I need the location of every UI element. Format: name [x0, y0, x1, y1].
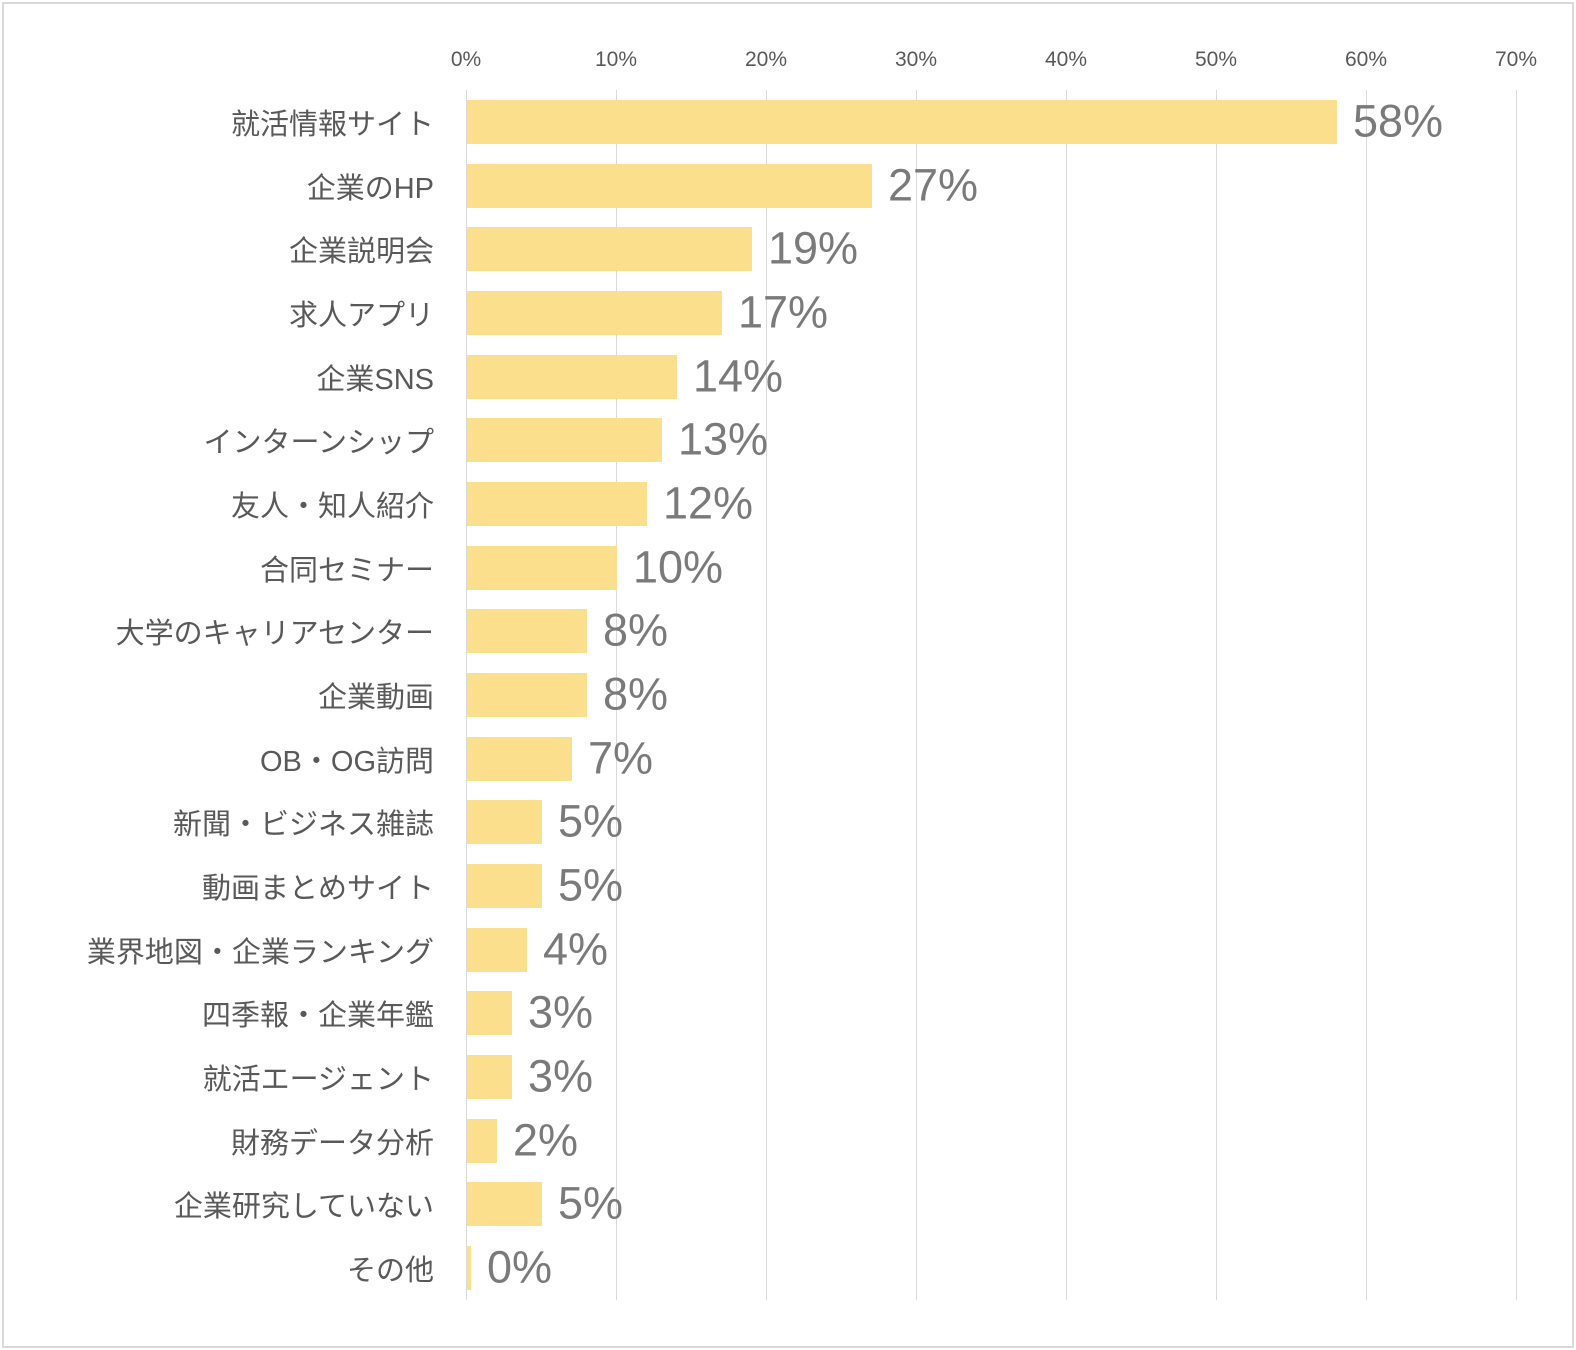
bar	[467, 163, 872, 208]
category-label: インターンシップ	[203, 427, 434, 460]
category-label: 就活情報サイト	[230, 108, 434, 141]
bar-row: 動画まとめサイト 5%	[0, 854, 1576, 918]
bar-row: 企業研究していない 5%	[0, 1173, 1576, 1237]
bar-row: その他 0%	[0, 1236, 1576, 1300]
x-axis-tick-label: 10%	[594, 48, 638, 71]
value-label: 14%	[693, 350, 784, 402]
bar	[467, 1118, 497, 1163]
bar-row: 財務データ分析 2%	[0, 1109, 1576, 1173]
bar-row: 四季報・企業年鑑 3%	[0, 982, 1576, 1046]
value-label: 8%	[603, 604, 669, 656]
gridline	[766, 90, 767, 1300]
category-label: 企業のHP	[306, 172, 434, 205]
gridline	[1066, 90, 1067, 1300]
value-label: 7%	[588, 732, 654, 784]
bar-row: 企業SNS 14%	[0, 345, 1576, 409]
bar-row: 就活エージェント 3%	[0, 1045, 1576, 1109]
value-label: 27%	[888, 159, 979, 211]
category-label: 就活エージェント	[202, 1064, 434, 1097]
value-label: 58%	[1353, 95, 1444, 147]
bar-row: 合同セミナー 10%	[0, 536, 1576, 600]
category-label: 企業説明会	[288, 236, 434, 269]
value-label: 19%	[768, 222, 859, 274]
bar-row: 業界地図・企業ランキング 4%	[0, 918, 1576, 982]
category-label: 財務データ分析	[230, 1127, 434, 1160]
value-label: 10%	[633, 541, 724, 593]
value-label: 5%	[558, 795, 624, 847]
bar	[467, 418, 662, 463]
value-label: 3%	[528, 987, 594, 1039]
x-axis-tick-label: 0%	[450, 48, 482, 71]
bar	[467, 800, 542, 845]
value-label: 0%	[487, 1241, 553, 1293]
category-label: 企業研究していない	[173, 1191, 434, 1224]
bar	[467, 1055, 512, 1100]
x-axis-tick-label: 30%	[894, 48, 938, 71]
category-label: 合同セミナー	[259, 554, 434, 587]
category-label: 求人アプリ	[288, 299, 434, 332]
bar-rows: 就活情報サイト 58% 企業のHP 27% 企業説明会 19% 求人アプリ 17% 企業SNS 1…	[0, 90, 1576, 1300]
bar-row: 企業のHP 27%	[0, 154, 1576, 218]
category-label: 新聞・ビジネス雑誌	[172, 809, 434, 842]
gridline	[916, 90, 917, 1300]
bar	[467, 227, 752, 272]
bar	[467, 99, 1337, 144]
plot-area	[466, 90, 1517, 1300]
bar	[467, 736, 572, 781]
value-label: 13%	[678, 413, 769, 465]
bar	[467, 864, 542, 909]
x-axis-tick-label: 50%	[1194, 48, 1238, 71]
bar	[467, 609, 587, 654]
gridline	[1216, 90, 1217, 1300]
gridline	[1516, 90, 1517, 1300]
gridline	[466, 90, 467, 1300]
bar	[467, 1246, 471, 1291]
bar-row: 友人・知人紹介 12%	[0, 472, 1576, 536]
x-axis-tick-label: 60%	[1344, 48, 1388, 71]
category-label: 企業動画	[317, 681, 434, 714]
value-label: 4%	[543, 923, 609, 975]
category-label: 企業SNS	[316, 363, 434, 396]
bar-row: 求人アプリ 17%	[0, 281, 1576, 345]
x-axis-tick-label: 20%	[744, 48, 788, 71]
category-label: 業界地図・企業ランキング	[86, 936, 434, 969]
bar	[467, 481, 647, 526]
value-label: 17%	[738, 286, 829, 338]
bar-row: インターンシップ 13%	[0, 408, 1576, 472]
x-axis-tick-label: 70%	[1494, 48, 1538, 71]
value-label: 5%	[558, 859, 624, 911]
gridline	[616, 90, 617, 1300]
bar-row: 企業説明会 19%	[0, 217, 1576, 281]
bar	[467, 927, 527, 972]
bar-row: 企業動画 8%	[0, 663, 1576, 727]
category-label: その他	[346, 1255, 434, 1288]
gridline	[1366, 90, 1367, 1300]
category-label: 大学のキャリアセンター	[115, 618, 434, 651]
bar-row: OB・OG訪問 7%	[0, 727, 1576, 791]
x-axis-tick-label: 40%	[1044, 48, 1088, 71]
value-label: 5%	[558, 1178, 624, 1230]
bar-row: 新聞・ビジネス雑誌 5%	[0, 791, 1576, 855]
category-label: 動画まとめサイト	[201, 873, 434, 906]
bar	[467, 672, 587, 717]
bar-row: 就活情報サイト 58%	[0, 90, 1576, 154]
bar	[467, 991, 512, 1036]
value-label: 3%	[528, 1050, 594, 1102]
value-label: 8%	[603, 668, 669, 720]
bar-row: 大学のキャリアセンター 8%	[0, 599, 1576, 663]
bar	[467, 1182, 542, 1227]
bar	[467, 354, 677, 399]
category-label: 友人・知人紹介	[230, 490, 434, 523]
bar	[467, 545, 617, 590]
value-label: 2%	[513, 1114, 579, 1166]
value-label: 12%	[663, 477, 754, 529]
bar	[467, 290, 722, 335]
category-label: 四季報・企業年鑑	[201, 1000, 434, 1033]
category-label: OB・OG訪問	[259, 745, 434, 778]
